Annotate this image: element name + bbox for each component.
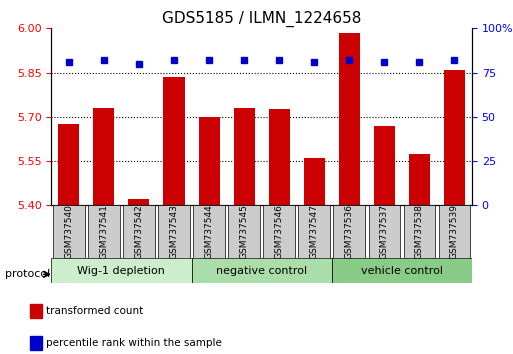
FancyBboxPatch shape xyxy=(51,258,191,283)
Text: GSM737540: GSM737540 xyxy=(64,204,73,259)
Text: GSM737536: GSM737536 xyxy=(345,204,354,259)
Text: GSM737542: GSM737542 xyxy=(134,205,144,259)
Bar xyxy=(269,109,290,205)
Bar xyxy=(304,158,325,205)
Title: GDS5185 / ILMN_1224658: GDS5185 / ILMN_1224658 xyxy=(162,11,361,27)
Text: percentile rank within the sample: percentile rank within the sample xyxy=(46,337,222,348)
Text: GSM737538: GSM737538 xyxy=(415,204,424,259)
Text: GSM737545: GSM737545 xyxy=(240,204,249,259)
Text: GSM737539: GSM737539 xyxy=(450,204,459,259)
FancyBboxPatch shape xyxy=(123,205,155,258)
Bar xyxy=(93,108,114,205)
FancyBboxPatch shape xyxy=(333,205,365,258)
Text: GSM737547: GSM737547 xyxy=(310,204,319,259)
Text: Wig-1 depletion: Wig-1 depletion xyxy=(77,266,165,276)
Bar xyxy=(374,126,395,205)
FancyBboxPatch shape xyxy=(193,205,225,258)
Bar xyxy=(233,108,254,205)
FancyBboxPatch shape xyxy=(191,258,332,283)
Text: GSM737537: GSM737537 xyxy=(380,204,389,259)
FancyBboxPatch shape xyxy=(299,205,330,258)
Text: GSM737543: GSM737543 xyxy=(169,204,179,259)
FancyBboxPatch shape xyxy=(263,205,295,258)
FancyBboxPatch shape xyxy=(53,205,85,258)
Bar xyxy=(164,77,185,205)
FancyBboxPatch shape xyxy=(332,258,472,283)
Text: protocol: protocol xyxy=(5,269,50,279)
FancyBboxPatch shape xyxy=(368,205,400,258)
Text: GSM737541: GSM737541 xyxy=(100,204,108,259)
Text: transformed count: transformed count xyxy=(46,306,144,316)
Bar xyxy=(58,124,80,205)
Bar xyxy=(128,199,149,205)
Bar xyxy=(339,33,360,205)
FancyBboxPatch shape xyxy=(404,205,435,258)
FancyBboxPatch shape xyxy=(228,205,260,258)
Text: GSM737546: GSM737546 xyxy=(274,204,284,259)
Text: negative control: negative control xyxy=(216,266,307,276)
FancyBboxPatch shape xyxy=(439,205,470,258)
Bar xyxy=(409,154,430,205)
Text: vehicle control: vehicle control xyxy=(361,266,443,276)
Bar xyxy=(199,117,220,205)
Text: GSM737544: GSM737544 xyxy=(205,205,213,259)
Bar xyxy=(30,336,42,349)
Bar xyxy=(444,70,465,205)
FancyBboxPatch shape xyxy=(158,205,190,258)
FancyBboxPatch shape xyxy=(88,205,120,258)
Bar xyxy=(30,304,42,318)
